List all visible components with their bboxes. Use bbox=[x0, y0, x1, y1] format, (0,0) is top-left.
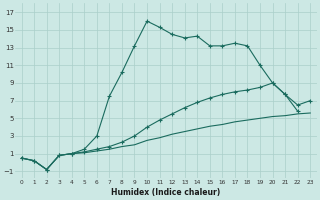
X-axis label: Humidex (Indice chaleur): Humidex (Indice chaleur) bbox=[111, 188, 220, 197]
